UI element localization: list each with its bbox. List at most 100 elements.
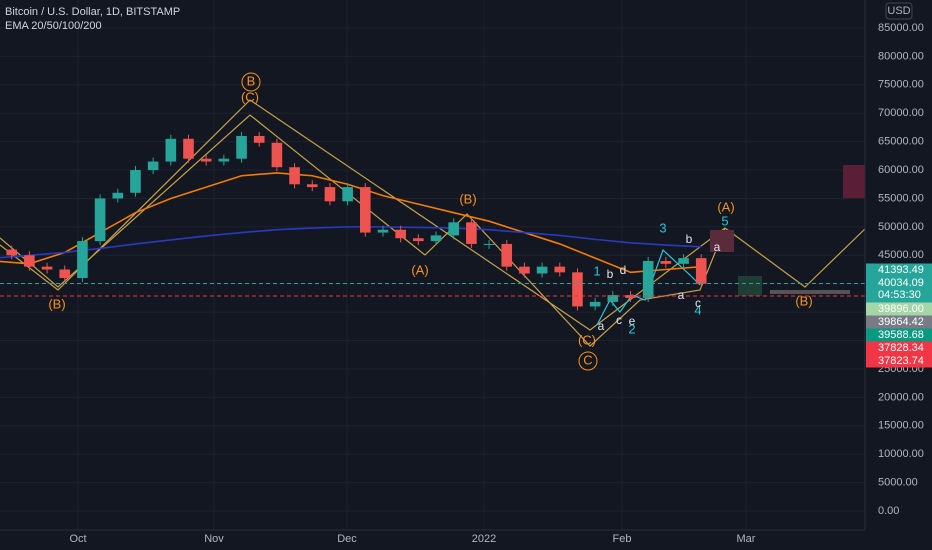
candle <box>678 258 689 264</box>
y-tick-label: 65000.00 <box>878 136 924 148</box>
price-tag <box>866 276 932 303</box>
candle <box>200 158 212 162</box>
price-tag-label: 37823.74 <box>878 355 924 367</box>
wave-label: a <box>714 240 721 254</box>
price-tag <box>866 315 932 329</box>
wave-line <box>0 114 726 347</box>
wave-circle <box>241 72 261 92</box>
candle <box>24 255 35 267</box>
plot <box>0 131 865 311</box>
candle <box>236 135 247 159</box>
y-tick-label: 55000.00 <box>878 192 924 204</box>
wave-label: d <box>620 263 627 277</box>
price-tag-label: 40034.09 <box>878 277 924 289</box>
price-tag-label: 39864.42 <box>878 316 924 328</box>
candle <box>147 161 159 171</box>
candle <box>306 184 318 188</box>
candle <box>218 158 230 162</box>
currency-box <box>885 2 913 20</box>
y-tick-label: 60000.00 <box>878 164 924 176</box>
wave-label: (B) <box>459 191 476 206</box>
candle <box>289 167 300 185</box>
indicator-title: EMA 20/50/100/200 <box>5 20 102 32</box>
y-tick-label: 85000.00 <box>878 22 924 34</box>
candle <box>501 243 513 267</box>
currency: USD <box>887 5 910 17</box>
ema-line <box>0 226 702 259</box>
candle <box>554 266 566 273</box>
y-tick-label: 45000.00 <box>878 249 924 261</box>
price-tag-label: 41393.49 <box>878 264 924 276</box>
zone <box>843 165 868 198</box>
y-tick-label: 70000.00 <box>878 107 924 119</box>
grid <box>0 0 865 530</box>
time-label: 2022 <box>472 533 496 545</box>
time-label: Oct <box>69 533 86 545</box>
wave-label: 4 <box>694 302 701 317</box>
y-tick-label: 80000.00 <box>878 50 924 62</box>
zone <box>738 276 762 296</box>
candle <box>377 229 389 233</box>
candle <box>589 301 601 307</box>
y-tick-label: 10000.00 <box>878 448 924 460</box>
wave-label: (C) <box>578 332 596 347</box>
time-label: Dec <box>337 533 357 545</box>
wave-label: (C) <box>241 89 259 104</box>
wave-circle <box>578 351 598 371</box>
price-tag <box>866 341 932 355</box>
price-tag-label: 37828.34 <box>878 342 924 354</box>
price-tag <box>866 354 932 368</box>
y-tick-label: 20000.00 <box>878 391 924 403</box>
candle <box>112 192 124 199</box>
wave-label: e <box>629 314 636 328</box>
wave-label: 1 <box>593 263 600 278</box>
candle <box>6 249 18 256</box>
wave-label: c <box>616 313 622 327</box>
zone <box>710 230 734 252</box>
countdown: 04:53:30 <box>878 289 921 301</box>
candle <box>695 258 707 284</box>
candle <box>519 266 530 274</box>
candle <box>183 138 194 159</box>
y-tick-label: 50000.00 <box>878 221 924 233</box>
wave-label: 5 <box>721 213 728 228</box>
candle <box>59 269 71 279</box>
drawings <box>0 99 869 347</box>
candle <box>660 260 672 264</box>
y-tick-label: 75000.00 <box>878 79 924 91</box>
wave-label: (B) <box>795 293 812 308</box>
candle <box>413 238 424 242</box>
candle <box>271 142 283 168</box>
candle <box>483 243 495 245</box>
wave-label: a <box>598 319 605 333</box>
wave-label: C <box>583 352 592 367</box>
candle <box>642 260 654 298</box>
price-tag-label: 39588.68 <box>878 329 924 341</box>
candle <box>253 135 265 143</box>
candle <box>572 272 583 307</box>
price-tag-label: 39896.00 <box>878 303 924 315</box>
wave-label: b <box>607 267 614 281</box>
candle <box>607 295 619 302</box>
wave-labels: B (C) (B) (A) (B) (C) C (A) (B) 3 5 1 2 … <box>48 72 813 371</box>
time-label: Feb <box>613 533 632 545</box>
wave-line <box>0 99 869 331</box>
candle <box>342 187 353 202</box>
wave-label: (A) <box>411 262 428 277</box>
candle <box>77 241 88 279</box>
wave-label: a <box>678 288 685 302</box>
candle <box>130 170 141 193</box>
candle <box>395 229 406 239</box>
wave-label: 2 <box>628 321 635 336</box>
candle <box>536 266 548 274</box>
wave-label: (B) <box>48 296 65 311</box>
symbol-title: Bitcoin / U.S. Dollar, 1D, BITSTAMP <box>5 6 180 18</box>
wave-label: 3 <box>659 220 666 235</box>
candle <box>448 222 460 236</box>
wave-label: (A) <box>717 199 734 214</box>
candle <box>430 235 442 242</box>
y-tick-label: 15000.00 <box>878 420 924 432</box>
candle <box>359 187 371 233</box>
y-tick-label: 0.00 <box>878 505 899 517</box>
